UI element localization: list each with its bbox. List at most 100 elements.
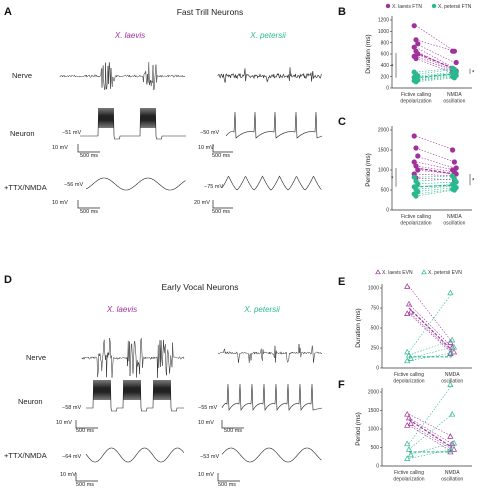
chart-b-ytick-label-200: 200 [381, 74, 390, 80]
chart-b-legend-label-1: X. petersii FTN [438, 4, 472, 10]
chart-b-ytick-label-1000: 1000 [378, 29, 389, 35]
panel-a-scale-neuron-right-t: 500 ms [212, 153, 230, 159]
chart-c-point-0-0-1 [450, 147, 455, 152]
panel-d-neuron-trace-petersii [222, 384, 322, 410]
panel-d-nerve-trace-petersii [218, 344, 322, 363]
chart-e-xlabel-1-0: NMDA [445, 372, 460, 378]
chart-f-ytick-label-2000: 2000 [368, 390, 379, 396]
panel-d-neuron-trace-laevis [86, 380, 184, 411]
panel-d-scale-ttx-right-t: 500 ms [218, 482, 236, 488]
chart-e-point-0-0-0 [405, 284, 410, 289]
chart-c-point-1-7-0 [413, 193, 418, 198]
panel-d-ttx-trace-petersii [222, 448, 321, 462]
panel-a-scale-ttx-left-t: 500 ms [80, 209, 98, 215]
chart-f-point-0-3-0 [405, 423, 410, 428]
chart-f-xlabel-0-1: depolarization [393, 477, 424, 483]
panel-d-ttx-left-mv: −64 mV [62, 454, 81, 460]
chart-e-xlabel-0-0: Fictive calling [394, 372, 424, 378]
chart-f-xlabel-1-1: oscillation [441, 477, 463, 483]
panel-a-neuron-trace-laevis [80, 108, 186, 139]
panel-d-nerve-trace-laevis [82, 338, 184, 378]
panel-a-scale-neuron-left-t: 500 ms [80, 153, 98, 159]
chart-f-pair-line-1-0 [409, 385, 452, 444]
chart-f-xlabel-1-0: NMDA [445, 470, 460, 476]
panel-a-scale-ttx-right-v: 20 mV [194, 200, 210, 206]
panel-a-ttx-trace-laevis [86, 178, 185, 190]
chart-f-ytick-label-1500: 1500 [368, 408, 379, 414]
chart-c-point-0-1-0 [413, 145, 418, 150]
panel-d-scale-bar-neuron-left [76, 420, 98, 428]
chart-b-legend-marker-0 [386, 4, 390, 8]
chart-c-pair-line-0-0 [416, 136, 454, 150]
panel-d-scale-neuron-right-v: 10 mV [198, 420, 214, 426]
chart-c-ylabel: Period (ms) [365, 153, 372, 187]
panel-label-a: A [4, 6, 12, 18]
panel-a-nerve-trace-laevis [60, 62, 185, 90]
chart-b-sig-star-1: * [472, 69, 475, 76]
chart-b-xlabel-1-0: NMDA [447, 92, 462, 98]
panel-d-scale-ttx-left-t: 500 ms [76, 482, 94, 488]
chart-e-ytick-label-1000: 1000 [368, 286, 379, 292]
chart-layer: 020040060080010001200Duration (ms)Fictiv… [355, 4, 475, 483]
panel-d-scale-ttx-left-v: 10 mV [60, 472, 76, 478]
panel-a-neuron-right-mv: −50 mV [200, 130, 219, 136]
panel-a-nerve-trace-petersii [218, 67, 322, 82]
panel-a-ttx-trace-petersii [222, 176, 321, 190]
chart-c-point-0-1-1 [452, 159, 457, 164]
chart-e: 0 250 500 750 1000 Duration (ms) Fictive calli… [355, 270, 472, 385]
trace-layer [60, 62, 322, 481]
panel-a-title: Fast Trill Neurons [177, 7, 244, 17]
chart-b-ytick-label-400: 400 [381, 63, 390, 69]
panel-d-row-ttx: +TTX/NMDA [4, 451, 47, 460]
chart-b-pair-line-0-3 [416, 47, 454, 68]
chart-e-ytick-label-250: 250 [371, 346, 380, 352]
panel-d-scale-bar-ttx-left [76, 473, 98, 481]
chart-f-pair-line-0-1 [409, 418, 452, 444]
chart-b: 020040060080010001200Duration (ms)Fictiv… [365, 4, 475, 105]
chart-c-ytick-label-1000: 1000 [378, 168, 389, 174]
chart-c-xlabel-1-1: oscillation [443, 221, 465, 227]
chart-b-ytick-label-0: 0 [386, 86, 389, 92]
chart-b-pair-line-0-5 [416, 54, 454, 71]
chart-b-ytick-label-600: 600 [381, 52, 390, 58]
chart-e-point-1-0-1 [448, 290, 453, 295]
chart-f-point-0-2-0 [408, 421, 413, 426]
chart-b-pair-line-0-6 [416, 56, 454, 72]
chart-b-ytick-label-800: 800 [381, 40, 390, 46]
chart-c-mean-line-1 [416, 185, 454, 187]
chart-b-xlabel-0-1: depolarization [400, 99, 431, 105]
chart-e-xlabel-1-1: oscillation [441, 379, 463, 385]
chart-f-pair-line-1-2 [409, 443, 452, 455]
panel-label-d: D [4, 274, 12, 286]
panel-d-scale-ttx-right-v: 10 mV [198, 472, 214, 478]
panel-a-species-petersii: X. petersii [249, 31, 286, 40]
chart-c-sig-star-0: * [391, 175, 394, 182]
panel-a-neuron-left-mv: −51 mV [62, 130, 81, 136]
panel-a-scale-bar-ttx-left [78, 200, 100, 208]
chart-b-pair-line-0-2 [416, 44, 454, 63]
chart-f-ytick-label-1000: 1000 [368, 427, 379, 433]
chart-f-ytick-label-500: 500 [371, 445, 380, 451]
panel-d-scale-bar-neuron-right [222, 420, 244, 428]
chart-c-pair-line-1-2 [416, 182, 454, 184]
panel-a-species-laevis: X. laevis [114, 31, 145, 40]
chart-b-point-0-7-0 [413, 56, 418, 61]
chart-e-point-0-1-0 [407, 302, 412, 307]
chart-b-pair-line-0-0 [416, 26, 454, 52]
panel-d-ttx-right-mv: −53 mV [200, 454, 219, 460]
chart-f-point-1-1-1 [450, 412, 455, 417]
chart-c-pair-line-1-7 [416, 190, 454, 196]
panel-d-scale-neuron-right-t: 500 ms [224, 428, 242, 434]
chart-f-mean-line-0 [409, 420, 452, 448]
chart-b-ylabel: Duration (ms) [365, 34, 372, 73]
panel-label-c: C [338, 116, 346, 128]
panel-d-scale-bar-ttx-right [218, 473, 240, 481]
chart-e-mean-line-0 [409, 308, 452, 350]
chart-c-ytick-label-1500: 1500 [378, 148, 389, 154]
panel-a-scale-neuron-right-v: 10 mV [198, 145, 214, 151]
chart-c-pair-line-1-0 [416, 176, 454, 177]
chart-c-xlabel-1-0: NMDA [447, 214, 462, 220]
panel-d-ttx-trace-laevis [86, 448, 184, 462]
chart-b-point-1-7-1 [452, 75, 457, 80]
